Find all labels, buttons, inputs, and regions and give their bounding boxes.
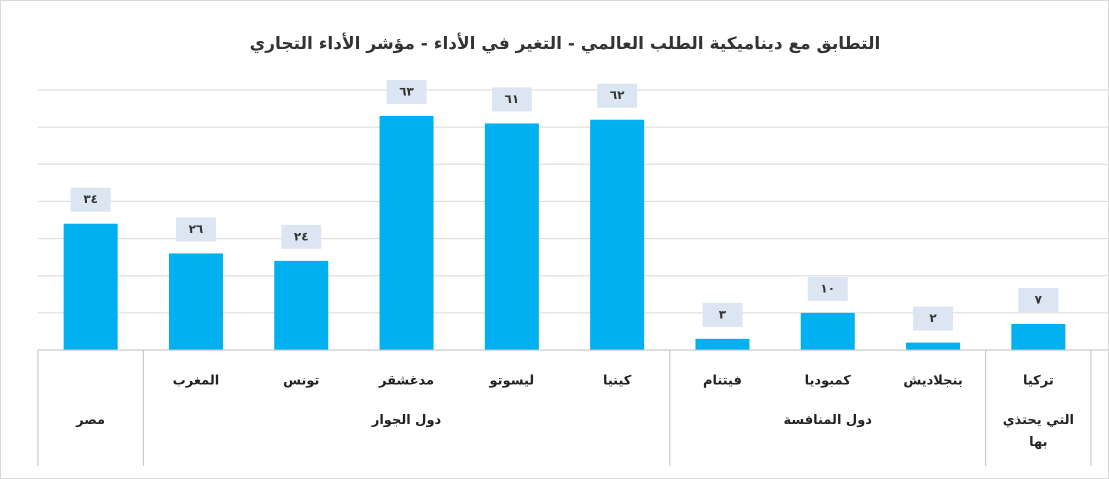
bar [906, 342, 961, 350]
value-label: ٣٤ [83, 192, 98, 206]
value-label-box [281, 224, 322, 249]
value-label: ٢٦ [189, 222, 204, 236]
bar [484, 123, 539, 350]
value-label-box [702, 302, 743, 327]
x-tick-label: فيتنام [703, 374, 742, 389]
value-label-box [807, 276, 848, 301]
x-tick-label: بنجلاديش [903, 374, 962, 389]
bar [63, 223, 118, 350]
group-label: دول الجوار [371, 413, 442, 428]
value-label-box [913, 306, 954, 331]
value-label-box [597, 83, 638, 108]
value-label: ٦٣ [399, 85, 414, 99]
group-label: مصر [76, 413, 106, 428]
chart-title: التطابق مع ديناميكية الطلب العالمي - الت… [250, 33, 881, 54]
bar [168, 253, 223, 350]
x-tick-label: مدغشقر [378, 374, 434, 389]
bar [379, 116, 434, 350]
x-tick-label: كينيا [603, 374, 632, 389]
value-label-box [70, 187, 111, 212]
value-label: ٢٤ [294, 229, 309, 243]
bar [800, 312, 855, 350]
bar [695, 338, 750, 350]
value-label: ٦١ [505, 92, 520, 106]
value-label: ٦٢ [610, 88, 625, 102]
x-tick-label: تونس [283, 374, 319, 389]
value-label: ٢ [929, 311, 937, 325]
value-label-box [175, 217, 216, 242]
x-tick-label: تركيا [1023, 374, 1054, 389]
bar [274, 260, 329, 350]
group-label: التي يحتذي بها [1002, 413, 1074, 450]
x-tick-label: المغرب [173, 374, 220, 389]
value-label-box [1018, 288, 1059, 312]
bar [1011, 324, 1066, 350]
x-tick-label: ليسوتو [489, 374, 535, 389]
value-label: ٣ [719, 307, 727, 321]
bar [590, 119, 645, 350]
value-label: ١٠ [820, 281, 835, 295]
group-label: دول المنافسة [783, 413, 872, 428]
value-label-box [386, 80, 427, 104]
x-tick-label: كمبوديا [805, 374, 852, 389]
value-label-box [491, 87, 532, 112]
value-label: ٧ [1035, 293, 1043, 307]
